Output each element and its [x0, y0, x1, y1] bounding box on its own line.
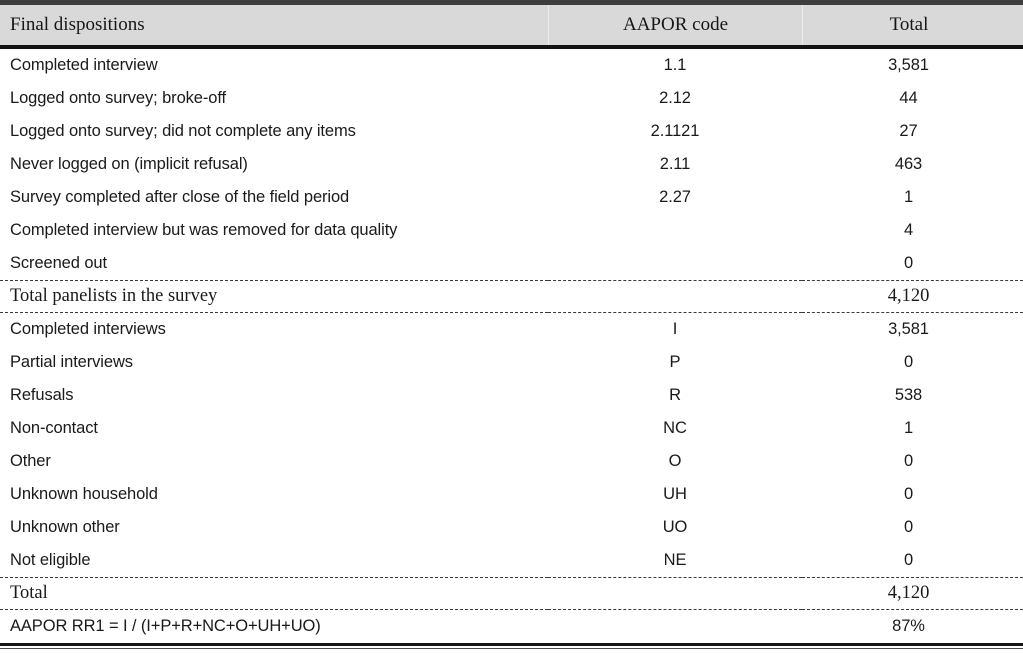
total-value: 4,120: [802, 280, 1023, 313]
total-value: 0: [903, 452, 914, 470]
total-value: 4: [903, 221, 914, 239]
disposition-label: Logged onto survey; did not complete any…: [10, 122, 356, 140]
table-row: Survey completed after close of the fiel…: [0, 181, 1023, 214]
total-value: 3,581: [888, 56, 929, 74]
grand-total-row: Total 4,120: [0, 577, 1023, 610]
table-row: Screened out 0: [0, 247, 1023, 280]
table-top-rule: [0, 0, 1023, 5]
aapor-code: UO: [662, 518, 688, 536]
aapor-code: I: [672, 320, 678, 338]
table-bottom-rule-thick: [0, 643, 1023, 646]
aapor-code: [548, 214, 802, 247]
table-row: Unknown household UH 0: [0, 478, 1023, 511]
disposition-label: Completed interview: [10, 56, 158, 74]
aapor-code: [548, 280, 802, 313]
aapor-code: [548, 610, 802, 643]
column-header-aapor-code: AAPOR code: [548, 5, 802, 45]
table-row: Never logged on (implicit refusal) 2.11 …: [0, 148, 1023, 181]
table-row: Logged onto survey; did not complete any…: [0, 115, 1023, 148]
table-row: Completed interview 1.1 3,581: [0, 49, 1023, 82]
disposition-label: Partial interviews: [10, 353, 133, 371]
disposition-label: Non-contact: [10, 419, 98, 437]
table-row: Partial interviews P 0: [0, 346, 1023, 379]
table-row: Non-contact NC 1: [0, 412, 1023, 445]
column-header-dispositions: Final dispositions: [10, 14, 145, 35]
total-value: 0: [903, 485, 914, 503]
disposition-label: Unknown other: [10, 518, 120, 536]
disposition-label: Refusals: [10, 386, 74, 404]
aapor-code: O: [668, 452, 682, 470]
total-value: 1: [903, 419, 914, 437]
subtotal-label: Total panelists in the survey: [0, 280, 548, 313]
table-row: Other O 0: [0, 445, 1023, 478]
disposition-label: Survey completed after close of the fiel…: [10, 188, 350, 206]
disposition-label: Not eligible: [10, 551, 91, 569]
total-value: 4,120: [802, 577, 1023, 610]
table-bottom-rule-thin: [0, 648, 1023, 649]
table-bottom-rule-gap: [0, 646, 1023, 648]
total-value: 44: [899, 89, 918, 107]
aapor-code: 2.12: [659, 89, 691, 107]
table-row: Completed interviews I 3,581: [0, 313, 1023, 346]
table-row: Logged onto survey; broke-off 2.12 44: [0, 82, 1023, 115]
disposition-label: Unknown household: [10, 485, 158, 503]
total-value: 463: [894, 155, 923, 173]
aapor-code: 2.1121: [650, 122, 700, 140]
subtotal-row-panelists: Total panelists in the survey 4,120: [0, 280, 1023, 313]
aapor-code: P: [669, 353, 681, 371]
response-rate-value: 87%: [892, 617, 925, 635]
response-rate-row: AAPOR RR1 = I / (I+P+R+NC+O+UH+UO) 87%: [0, 610, 1023, 643]
total-value: 0: [903, 254, 914, 272]
disposition-label: Completed interviews: [10, 320, 166, 338]
aapor-code: [548, 577, 802, 610]
table-row: Completed interview but was removed for …: [0, 214, 1023, 247]
total-value: 0: [903, 518, 914, 536]
table-row: Refusals R 538: [0, 379, 1023, 412]
total-value: 27: [899, 122, 918, 140]
disposition-label: Logged onto survey; broke-off: [10, 89, 227, 107]
disposition-label: Completed interview but was removed for …: [10, 221, 398, 239]
aapor-code: 2.27: [659, 188, 691, 206]
total-value: 0: [903, 353, 914, 371]
grand-total-label: Total: [0, 577, 548, 610]
aapor-code: R: [669, 386, 681, 404]
disposition-label: Screened out: [10, 254, 107, 272]
total-value: 0: [903, 551, 914, 569]
total-value: 1: [903, 188, 914, 206]
column-header-total: Total: [802, 5, 1023, 45]
table-row: Unknown other UO 0: [0, 511, 1023, 544]
aapor-code: 1.1: [663, 56, 687, 74]
table-row: Not eligible NE 0: [0, 544, 1023, 577]
disposition-label: Other: [10, 452, 51, 470]
disposition-label: Never logged on (implicit refusal): [10, 155, 248, 173]
aapor-code: [548, 247, 802, 280]
table-header-row: Final dispositions AAPOR code Total: [0, 5, 1023, 45]
header-bottom-rule: [0, 45, 1023, 49]
aapor-code: NE: [663, 551, 687, 569]
aapor-code: UH: [663, 485, 687, 503]
aapor-code: NC: [663, 419, 687, 437]
response-rate-formula: AAPOR RR1 = I / (I+P+R+NC+O+UH+UO): [10, 617, 321, 635]
total-value: 538: [894, 386, 923, 404]
total-value: 3,581: [888, 320, 929, 338]
aapor-code: 2.11: [659, 155, 691, 173]
